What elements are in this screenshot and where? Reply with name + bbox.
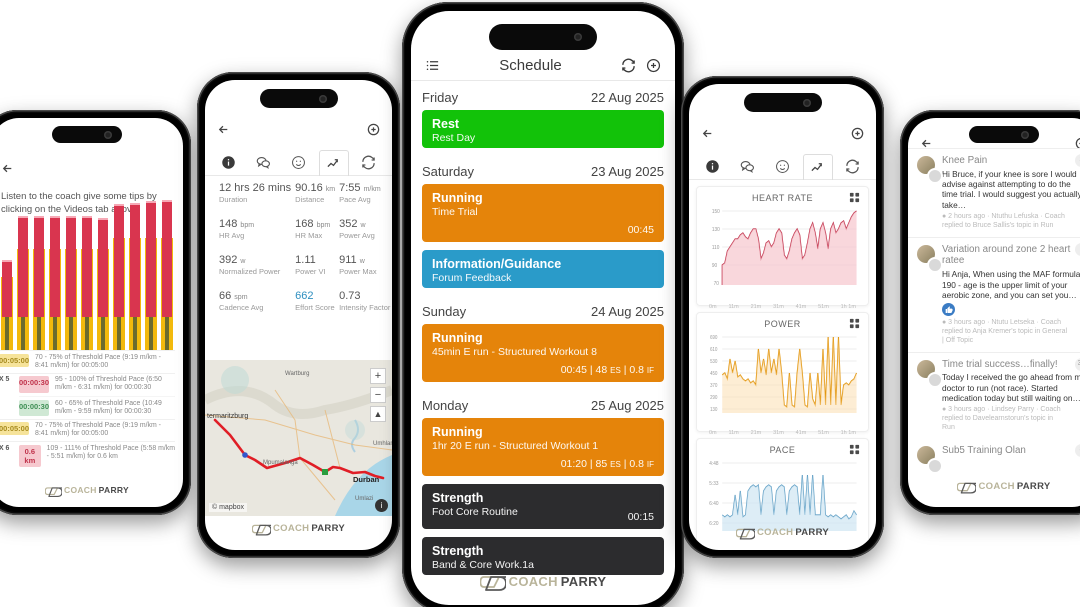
- svg-text:150: 150: [712, 209, 720, 215]
- svg-text:70: 70: [714, 281, 719, 287]
- svg-text:6:40: 6:40: [709, 501, 718, 507]
- svg-text:290: 290: [710, 395, 718, 400]
- svg-text:610: 610: [710, 347, 718, 352]
- svg-text:Durban: Durban: [353, 475, 380, 484]
- svg-text:450: 450: [710, 371, 718, 376]
- svg-text:5:33: 5:33: [709, 481, 718, 487]
- svg-text:690: 690: [710, 335, 718, 340]
- svg-text:90: 90: [712, 263, 717, 269]
- svg-text:Wartburg: Wartburg: [285, 371, 309, 377]
- svg-text:370: 370: [710, 383, 718, 388]
- svg-text:Umhlan: Umhlan: [373, 441, 392, 447]
- svg-text:Mpumalanga: Mpumalanga: [263, 460, 298, 466]
- svg-text:Umlazi: Umlazi: [355, 496, 373, 502]
- svg-text:termaritzburg: termaritzburg: [207, 413, 248, 420]
- svg-text:4:48: 4:48: [709, 461, 718, 467]
- svg-text:130: 130: [712, 227, 720, 233]
- svg-text:110: 110: [712, 245, 720, 251]
- svg-text:530: 530: [710, 359, 718, 364]
- svg-text:130: 130: [710, 407, 718, 412]
